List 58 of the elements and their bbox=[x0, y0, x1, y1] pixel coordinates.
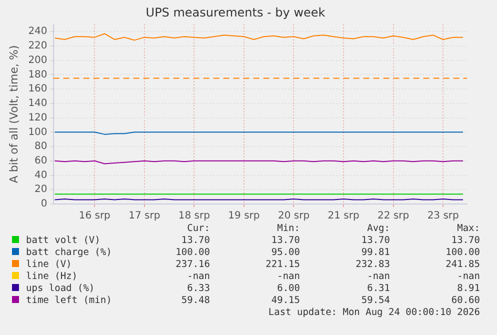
text: 13.70 bbox=[450, 234, 480, 246]
legend-label: line (Hz) bbox=[26, 270, 78, 282]
text: Cur: bbox=[186, 222, 210, 234]
text: Avg: bbox=[366, 222, 390, 234]
legend-label: time left (min) bbox=[26, 294, 112, 306]
text: Last update: Mon Aug 24 00:00:10 2026 bbox=[267, 306, 480, 318]
text: 13.70 bbox=[270, 234, 300, 246]
text: 100.00 bbox=[444, 246, 480, 258]
x-tick-label: 19 srp bbox=[228, 210, 260, 222]
text: 13.70 bbox=[180, 234, 210, 246]
x-tick-label: 21 srp bbox=[328, 210, 360, 222]
text: 60.60 bbox=[450, 294, 480, 306]
x-tick-label: 17 srp bbox=[128, 210, 160, 222]
y-tick-label: 120 bbox=[28, 112, 48, 124]
text: 6.33 bbox=[186, 282, 210, 294]
y-tick-label: 0 bbox=[40, 198, 48, 210]
y-tick-label: 240 bbox=[28, 26, 48, 38]
x-tick-label: 23 srp bbox=[427, 210, 459, 222]
legend-label: line (V) bbox=[26, 258, 72, 270]
y-tick-label: 20 bbox=[34, 184, 48, 196]
text: 95.00 bbox=[270, 246, 300, 258]
text: -nan bbox=[186, 270, 210, 282]
x-tick-label: 22 srp bbox=[378, 210, 410, 222]
legend-label: batt charge (%) bbox=[26, 246, 112, 258]
text: 49.15 bbox=[270, 294, 300, 306]
y-tick-label: 80 bbox=[34, 141, 48, 152]
y-tick-label: 60 bbox=[34, 155, 48, 166]
text: Max: bbox=[456, 222, 480, 234]
legend-label: ups load (%) bbox=[26, 282, 95, 294]
x-tick-label: 18 srp bbox=[178, 210, 210, 222]
y-tick-label: 140 bbox=[28, 98, 48, 110]
text: 237.16 bbox=[174, 258, 210, 270]
text: 8.91 bbox=[456, 282, 480, 294]
text: 99.81 bbox=[360, 246, 390, 258]
text: 232.83 bbox=[354, 258, 390, 270]
y-tick-label: 160 bbox=[28, 84, 48, 95]
legend-label: batt volt (V) bbox=[26, 234, 100, 246]
x-tick-label: 20 srp bbox=[278, 210, 310, 222]
text: -nan bbox=[456, 270, 480, 282]
y-tick-label: 100 bbox=[28, 126, 48, 138]
y-axis-title: A bit of all (Volt, time, %) bbox=[7, 45, 20, 184]
text: 6.00 bbox=[276, 282, 300, 294]
text: 13.70 bbox=[360, 234, 390, 246]
text: Min: bbox=[276, 222, 300, 234]
x-tick-label: 16 srp bbox=[78, 210, 110, 222]
text: 100.00 bbox=[174, 246, 210, 258]
text: 59.54 bbox=[360, 294, 390, 306]
chart-title: UPS measurements - by week bbox=[146, 5, 326, 20]
y-tick-label: 200 bbox=[28, 54, 48, 66]
y-tick-label: 180 bbox=[28, 69, 48, 80]
y-tick-label: 40 bbox=[34, 170, 48, 181]
text: -nan bbox=[276, 270, 300, 282]
text: 241.85 bbox=[444, 258, 480, 270]
text: 59.48 bbox=[180, 294, 210, 306]
text: 221.15 bbox=[264, 258, 300, 270]
text: -nan bbox=[366, 270, 390, 282]
y-tick-label: 220 bbox=[28, 40, 48, 52]
text: 6.31 bbox=[366, 282, 390, 294]
